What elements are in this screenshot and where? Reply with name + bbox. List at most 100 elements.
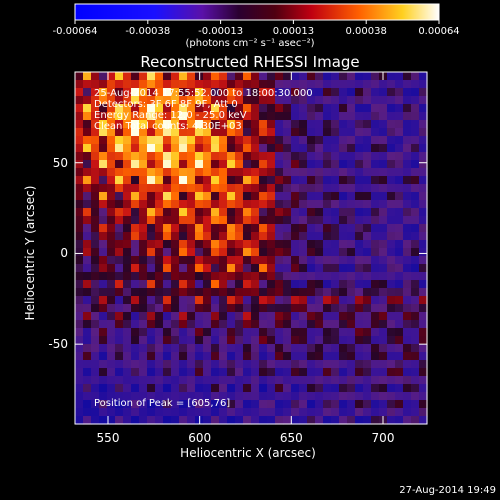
heatmap-cell	[171, 224, 180, 233]
heatmap-cell	[331, 400, 340, 409]
heatmap-cell	[251, 264, 260, 273]
heatmap-cell	[315, 256, 324, 265]
heatmap-cell	[227, 416, 236, 425]
heatmap-cell	[347, 280, 356, 289]
heatmap-cell	[323, 256, 332, 265]
heatmap-cell	[75, 296, 84, 305]
heatmap-cell	[99, 272, 108, 281]
heatmap-cell	[211, 200, 220, 209]
heatmap-cell	[355, 304, 364, 313]
heatmap-cell	[283, 304, 292, 313]
heatmap-cell	[171, 120, 180, 129]
heatmap-cell	[195, 112, 204, 121]
heatmap-cell	[283, 392, 292, 401]
heatmap-cell	[187, 224, 196, 233]
annotation-time-range: 25-Aug-2014 17:55:52.000 to 18:00:30.000	[94, 88, 313, 99]
x-tick-label: 600	[188, 431, 212, 445]
heatmap-cell	[187, 96, 196, 105]
heatmap-cell	[307, 264, 316, 273]
heatmap-cell	[203, 272, 212, 281]
heatmap-cell	[227, 80, 236, 89]
heatmap-cell	[371, 208, 380, 217]
heatmap-cell	[331, 304, 340, 313]
heatmap-cell	[107, 296, 116, 305]
heatmap-cell	[171, 320, 180, 329]
heatmap-cell	[131, 104, 140, 113]
heatmap-cell	[147, 280, 156, 289]
heatmap-cell	[131, 336, 140, 345]
heatmap-cell	[395, 160, 404, 169]
heatmap-cell	[219, 176, 228, 185]
heatmap-cell	[251, 344, 260, 353]
heatmap-cell	[163, 104, 172, 113]
heatmap-cell	[219, 80, 228, 89]
heatmap-cell	[331, 328, 340, 337]
heatmap-cell	[155, 304, 164, 313]
heatmap-cell	[315, 328, 324, 337]
heatmap-cell	[331, 200, 340, 209]
heatmap-cell	[347, 96, 356, 105]
heatmap-cell	[347, 136, 356, 145]
heatmap-cell	[315, 360, 324, 369]
heatmap-cell	[195, 224, 204, 233]
heatmap-cell	[195, 392, 204, 401]
heatmap-cell	[243, 72, 252, 81]
heatmap-cell	[315, 104, 324, 113]
heatmap-cell	[291, 368, 300, 377]
heatmap-cell	[307, 280, 316, 289]
heatmap-cell	[275, 232, 284, 241]
heatmap-cell	[259, 328, 268, 337]
heatmap-cell	[195, 312, 204, 321]
heatmap-cell	[107, 408, 116, 417]
heatmap-cell	[211, 136, 220, 145]
heatmap-cell	[339, 312, 348, 321]
heatmap-cell	[315, 280, 324, 289]
heatmap-cell	[195, 120, 204, 129]
heatmap-cell	[251, 392, 260, 401]
heatmap-cell	[363, 328, 372, 337]
heatmap-cell	[403, 96, 412, 105]
heatmap-cell	[403, 208, 412, 217]
heatmap-cell	[123, 184, 132, 193]
heatmap-cell	[379, 208, 388, 217]
heatmap-cell	[75, 240, 84, 249]
heatmap-cell	[347, 312, 356, 321]
heatmap-cell	[267, 336, 276, 345]
heatmap-cell	[131, 408, 140, 417]
heatmap-cell	[411, 136, 420, 145]
heatmap-cell	[187, 336, 196, 345]
heatmap-cell	[339, 304, 348, 313]
heatmap-cell	[323, 96, 332, 105]
heatmap-cell	[187, 256, 196, 265]
heatmap-cell	[91, 376, 100, 385]
heatmap-cell	[123, 272, 132, 281]
heatmap-cell	[299, 312, 308, 321]
heatmap-cell	[131, 160, 140, 169]
heatmap-cell	[195, 384, 204, 393]
heatmap-cell	[363, 136, 372, 145]
heatmap-cell	[107, 280, 116, 289]
heatmap-cell	[387, 192, 396, 201]
heatmap-cell	[259, 120, 268, 129]
heatmap-cell	[307, 352, 316, 361]
heatmap-cell	[259, 360, 268, 369]
heatmap-cell	[235, 168, 244, 177]
heatmap-cell	[91, 240, 100, 249]
heatmap-cell	[115, 272, 124, 281]
heatmap-cell	[107, 240, 116, 249]
heatmap-cell	[371, 72, 380, 81]
heatmap-cell	[195, 328, 204, 337]
heatmap-cell	[395, 264, 404, 273]
heatmap-cell	[147, 80, 156, 89]
heatmap-cell	[155, 176, 164, 185]
heatmap-cell	[99, 408, 108, 417]
heatmap-cell	[163, 136, 172, 145]
heatmap-cell	[99, 288, 108, 297]
heatmap-cell	[395, 280, 404, 289]
heatmap-cell	[163, 184, 172, 193]
heatmap-cell	[91, 408, 100, 417]
heatmap-cell	[155, 360, 164, 369]
heatmap-cell	[251, 232, 260, 241]
heatmap-cell	[355, 80, 364, 89]
heatmap-cell	[75, 264, 84, 273]
